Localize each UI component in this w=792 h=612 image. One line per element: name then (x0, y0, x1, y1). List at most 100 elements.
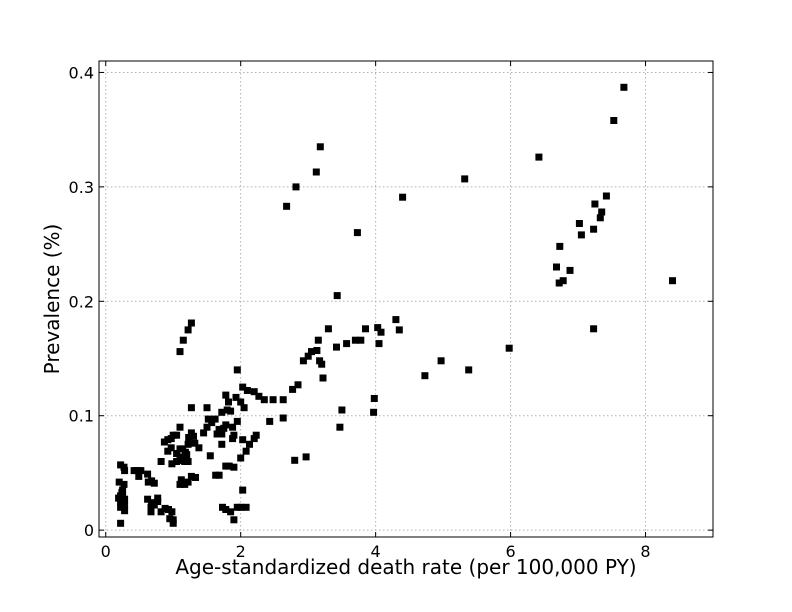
data-point (353, 229, 361, 237)
data-point (304, 352, 312, 360)
data-point (336, 423, 344, 431)
data-point (283, 202, 291, 210)
data-point (227, 508, 235, 516)
data-point (213, 430, 221, 438)
ticks: 0 2 4 6 8 0 0.1 0.2 0.3 0.4 (69, 61, 713, 561)
data-point (230, 463, 238, 471)
data-point (279, 396, 287, 404)
data-point (150, 479, 158, 487)
data-point (187, 472, 195, 480)
data-point (577, 231, 585, 239)
y-tick-label: 0.3 (69, 178, 94, 197)
data-point (120, 480, 128, 488)
data-point (211, 415, 219, 423)
data-point (239, 436, 247, 444)
data-point (324, 325, 332, 333)
data-point (187, 404, 195, 412)
data-point (590, 225, 598, 233)
data-point (535, 153, 543, 161)
data-point (121, 495, 129, 503)
data-point (370, 395, 378, 402)
data-point (559, 277, 567, 285)
data-point (177, 476, 185, 484)
data-point (222, 391, 230, 399)
data-point (505, 344, 513, 352)
data-point (222, 506, 230, 513)
data-point (230, 516, 238, 524)
data-point (250, 388, 258, 396)
data-point (553, 263, 560, 271)
data-point (343, 340, 351, 348)
data-point (167, 444, 175, 452)
x-tick-label: 8 (640, 542, 650, 561)
data-point (176, 348, 184, 356)
data-point (200, 429, 208, 437)
x-tick-label: 4 (371, 542, 381, 561)
data-point (237, 398, 245, 406)
data-points (115, 83, 676, 527)
data-point (291, 456, 299, 464)
data-point (437, 357, 445, 365)
data-point (177, 453, 185, 461)
data-point (377, 328, 385, 336)
data-point (239, 486, 247, 494)
data-point (157, 508, 165, 516)
data-point (314, 336, 322, 344)
data-point (215, 425, 223, 433)
data-point (176, 480, 184, 488)
x-tick-label: 6 (505, 542, 515, 561)
data-point (266, 417, 274, 425)
data-point (351, 336, 359, 344)
data-point (218, 408, 226, 416)
data-point (316, 143, 324, 151)
data-point (206, 452, 214, 460)
data-point (218, 430, 226, 438)
data-point (421, 372, 429, 380)
data-point (319, 374, 327, 382)
data-point (147, 503, 155, 511)
y-tick-label: 0.1 (69, 407, 94, 426)
data-point (115, 478, 123, 486)
data-point (203, 404, 211, 412)
data-point (357, 336, 365, 344)
data-point (191, 439, 199, 447)
data-point (222, 421, 230, 429)
grid (99, 61, 713, 537)
data-point (312, 168, 320, 176)
data-point (556, 242, 564, 250)
data-point (555, 279, 563, 287)
data-point (233, 366, 241, 374)
data-point (117, 503, 125, 511)
data-point (195, 444, 203, 452)
y-axis-label: Prevalence (%) (40, 224, 64, 375)
data-point (169, 516, 177, 524)
data-point (229, 423, 237, 431)
data-point (144, 470, 152, 478)
data-point (184, 478, 192, 486)
data-point (590, 325, 598, 333)
data-point (168, 508, 176, 516)
data-point (168, 460, 176, 468)
data-point (362, 325, 369, 333)
data-point (333, 292, 341, 300)
data-point (242, 503, 250, 511)
x-axis-label: Age-standardized death rate (per 100,000… (175, 555, 636, 579)
data-point (375, 340, 383, 348)
x-tick-label: 0 (101, 542, 111, 561)
data-point (242, 447, 250, 455)
data-point (598, 208, 606, 216)
data-point (243, 387, 251, 394)
data-point (669, 277, 676, 285)
data-point (237, 454, 245, 462)
data-point (135, 472, 143, 480)
data-point (117, 519, 125, 527)
data-point (299, 357, 307, 365)
data-point (137, 467, 145, 475)
data-point (602, 192, 610, 200)
data-point (192, 474, 199, 481)
y-tick-label: 0.2 (69, 292, 94, 311)
data-point (232, 393, 240, 401)
data-point (233, 417, 241, 425)
data-point (302, 453, 310, 461)
